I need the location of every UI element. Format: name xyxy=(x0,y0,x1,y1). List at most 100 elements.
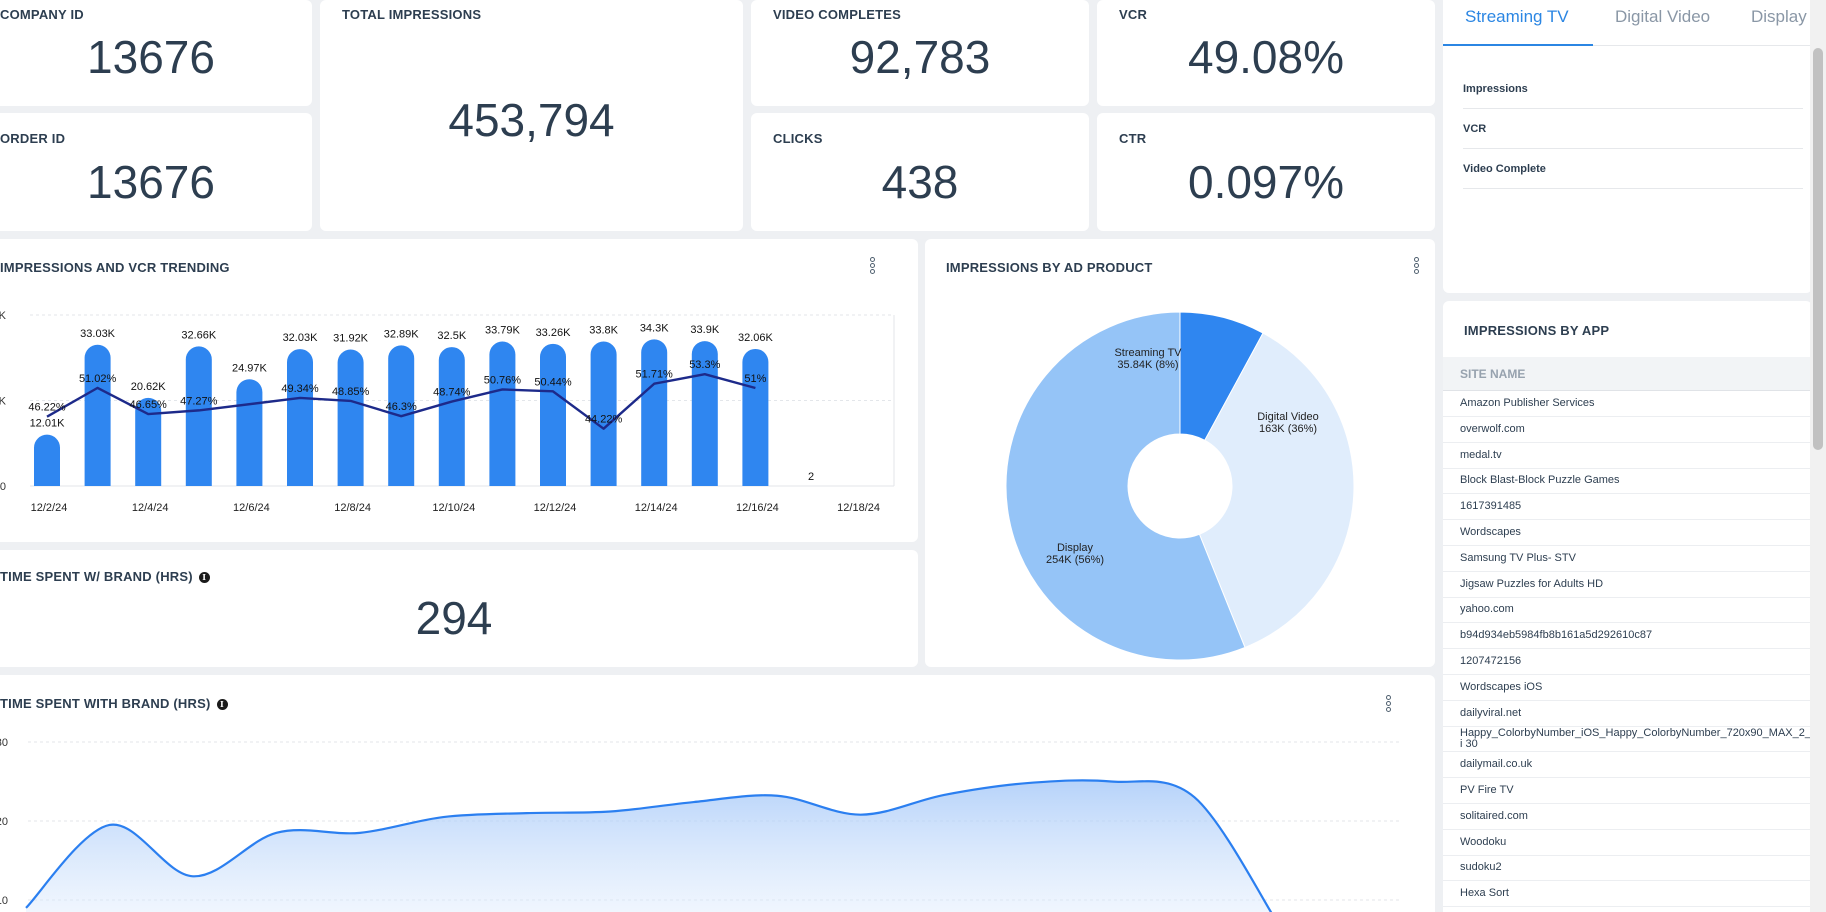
app-list-item[interactable]: Wordscapes iOS xyxy=(1443,675,1812,701)
total-impressions-label: TOTAL IMPRESSIONS xyxy=(342,7,482,22)
company-id-value: 13676 xyxy=(87,31,215,83)
app-list-item[interactable]: dailyviral.net xyxy=(1443,701,1812,727)
app-list-item[interactable]: dailymail.co.uk xyxy=(1443,752,1812,779)
y-tick-label: 30 xyxy=(0,737,8,749)
bar-value-label: 33.8K xyxy=(589,325,618,337)
vcr-point-label: 50.76% xyxy=(484,374,522,386)
product-tabs: Streaming TV Digital Video Display xyxy=(1443,0,1812,46)
app-list-item[interactable]: 1617391485 xyxy=(1443,494,1812,521)
y-tick-label: 40K xyxy=(0,310,7,322)
bar xyxy=(287,349,313,486)
vcr-value: 49.08% xyxy=(1187,31,1344,83)
x-tick-label: 12/8/24 xyxy=(334,502,371,514)
ctr-label: CTR xyxy=(1119,131,1147,146)
trend-card-menu-icon[interactable] xyxy=(867,256,877,278)
app-list-item[interactable]: b94d934eb5984fb8b161a5d292610c87 xyxy=(1443,623,1812,650)
app-list-item[interactable]: overwolf.com xyxy=(1443,417,1812,443)
page-scrollbar-thumb[interactable] xyxy=(1813,48,1823,450)
bar-value-label: 20.62K xyxy=(131,381,167,393)
bar xyxy=(236,379,263,486)
vcr-point-label: 44.22% xyxy=(585,414,623,426)
app-list-item[interactable]: Block Blast-Block Puzzle Games xyxy=(1443,468,1812,495)
app-list-item[interactable]: solitaired.com xyxy=(1443,804,1812,830)
y-tick-label: 20 xyxy=(0,816,8,828)
bar-value-label: 24.97K xyxy=(232,362,268,374)
page-scrollbar[interactable] xyxy=(1810,0,1826,912)
trend-chart-title: IMPRESSIONS AND VCR TRENDING xyxy=(0,260,230,275)
active-tab-indicator xyxy=(1443,44,1593,46)
time-spent-card-menu-icon[interactable] xyxy=(1383,694,1393,716)
bar xyxy=(438,347,465,486)
bar xyxy=(34,434,60,486)
streaming-tv-label-value: 35.84K (8%) xyxy=(1117,359,1178,371)
app-list-item[interactable]: Wordscapes xyxy=(1443,520,1812,546)
app-list-item[interactable]: Woodoku xyxy=(1443,830,1812,856)
tab-streaming-tv[interactable]: Streaming TV xyxy=(1465,7,1569,26)
ad-product-card-menu-icon[interactable] xyxy=(1411,256,1421,278)
x-tick-label: 12/18/24 xyxy=(837,502,880,514)
time-spent-kpi-title: TIME SPENT W/ BRAND (HRS) xyxy=(0,569,193,584)
company-id-card: COMPANY ID 13676 xyxy=(0,0,312,106)
streaming-tv-label-name: Streaming TV xyxy=(1114,347,1182,359)
ctr-value: 0.097% xyxy=(1187,156,1344,208)
video-completes-card: VIDEO COMPLETES 92,783 xyxy=(751,0,1089,106)
app-list-item[interactable]: Hexa Sort xyxy=(1443,881,1812,908)
time-spent-chart-title: TIME SPENT WITH BRAND (HRS) xyxy=(0,696,211,711)
display-label-name: Display xyxy=(1057,542,1094,554)
bar-value-label: 32.89K xyxy=(384,328,420,340)
info-icon[interactable]: i xyxy=(198,572,210,583)
bar-value-label: 32.03K xyxy=(283,332,319,344)
impressions-by-ad-product-card: IMPRESSIONS BY AD PRODUCT Streaming TV 35… xyxy=(925,239,1435,667)
ad-product-chart-title: IMPRESSIONS BY AD PRODUCT xyxy=(946,260,1153,275)
app-list-item[interactable]: Happy_ColorbyNumber_iOS_Happy_ColorbyNum… xyxy=(1443,726,1812,753)
app-list-item[interactable]: Jigsaw Puzzles for Adults HD xyxy=(1443,572,1812,598)
bar xyxy=(489,341,516,486)
app-list-item[interactable]: medal.tv xyxy=(1443,443,1812,469)
time-spent-chart-title-wrap: TIME SPENT WITH BRAND (HRS) i xyxy=(0,696,228,711)
tab-digital-video[interactable]: Digital Video xyxy=(1615,7,1711,26)
y-tick-label: 0 xyxy=(0,481,6,493)
app-list-item[interactable]: sudoku2 xyxy=(1443,855,1812,882)
impressions-vcr-trend-card: IMPRESSIONS AND VCR TRENDING 0 20K 40K 12.0… xyxy=(0,239,918,542)
x-tick-label: 12/10/24 xyxy=(432,502,475,514)
time-spent-area-chart: 10 20 30 xyxy=(0,737,1402,912)
time-spent-chart-card: TIME SPENT WITH BRAND (HRS) i 10 20 30 xyxy=(0,675,1435,912)
metric-row-video-complete[interactable]: Video Complete xyxy=(1463,149,1803,189)
app-list-item[interactable]: PV Fire TV xyxy=(1443,778,1812,804)
vcr-card: VCR 49.08% xyxy=(1097,0,1435,106)
bar xyxy=(691,341,718,486)
metric-row-vcr[interactable]: VCR xyxy=(1463,109,1803,149)
time-spent-kpi-card: TIME SPENT W/ BRAND (HRS) i 294 xyxy=(0,550,918,667)
digital-video-label-value: 163K (36%) xyxy=(1259,423,1317,435)
app-list-item[interactable]: Amazon Publisher Services xyxy=(1443,391,1812,417)
bar xyxy=(590,341,617,486)
total-impressions-value: 453,794 xyxy=(448,94,615,146)
clicks-value: 438 xyxy=(881,156,959,208)
info-icon[interactable]: i xyxy=(216,699,228,710)
x-tick-label: 12/2/24 xyxy=(31,502,68,514)
vcr-point-label: 50.44% xyxy=(534,376,572,388)
bar xyxy=(84,344,111,486)
vcr-point-label: 46.65% xyxy=(130,399,168,411)
bar-value-label: 32.06K xyxy=(738,332,774,344)
vcr-point-label: 47.27% xyxy=(180,395,218,407)
app-list-item[interactable]: 1207472156 xyxy=(1443,649,1812,675)
apps-title: IMPRESSIONS BY APP xyxy=(1464,323,1610,338)
tab-display[interactable]: Display xyxy=(1751,7,1807,26)
bar-value-label: 32.66K xyxy=(181,329,217,341)
metric-row-impressions[interactable]: Impressions xyxy=(1463,69,1803,109)
bar-value-label: 12.01K xyxy=(30,418,66,430)
x-tick-label: 12/14/24 xyxy=(635,502,678,514)
app-list-item[interactable]: Samsung TV Plus- STV xyxy=(1443,546,1812,572)
bar xyxy=(185,346,212,486)
vcr-point-label: 48.74% xyxy=(433,387,471,399)
apps-column-header[interactable]: SITE NAME xyxy=(1443,357,1812,391)
bar xyxy=(641,339,668,486)
digital-video-label-name: Digital Video xyxy=(1257,411,1319,423)
x-tick-label: 12/12/24 xyxy=(534,502,577,514)
donut-slice xyxy=(1005,311,1246,661)
app-list-item[interactable]: yahoo.com xyxy=(1443,597,1812,624)
display-label-value: 254K (56%) xyxy=(1046,554,1104,566)
clicks-label: CLICKS xyxy=(773,131,823,146)
